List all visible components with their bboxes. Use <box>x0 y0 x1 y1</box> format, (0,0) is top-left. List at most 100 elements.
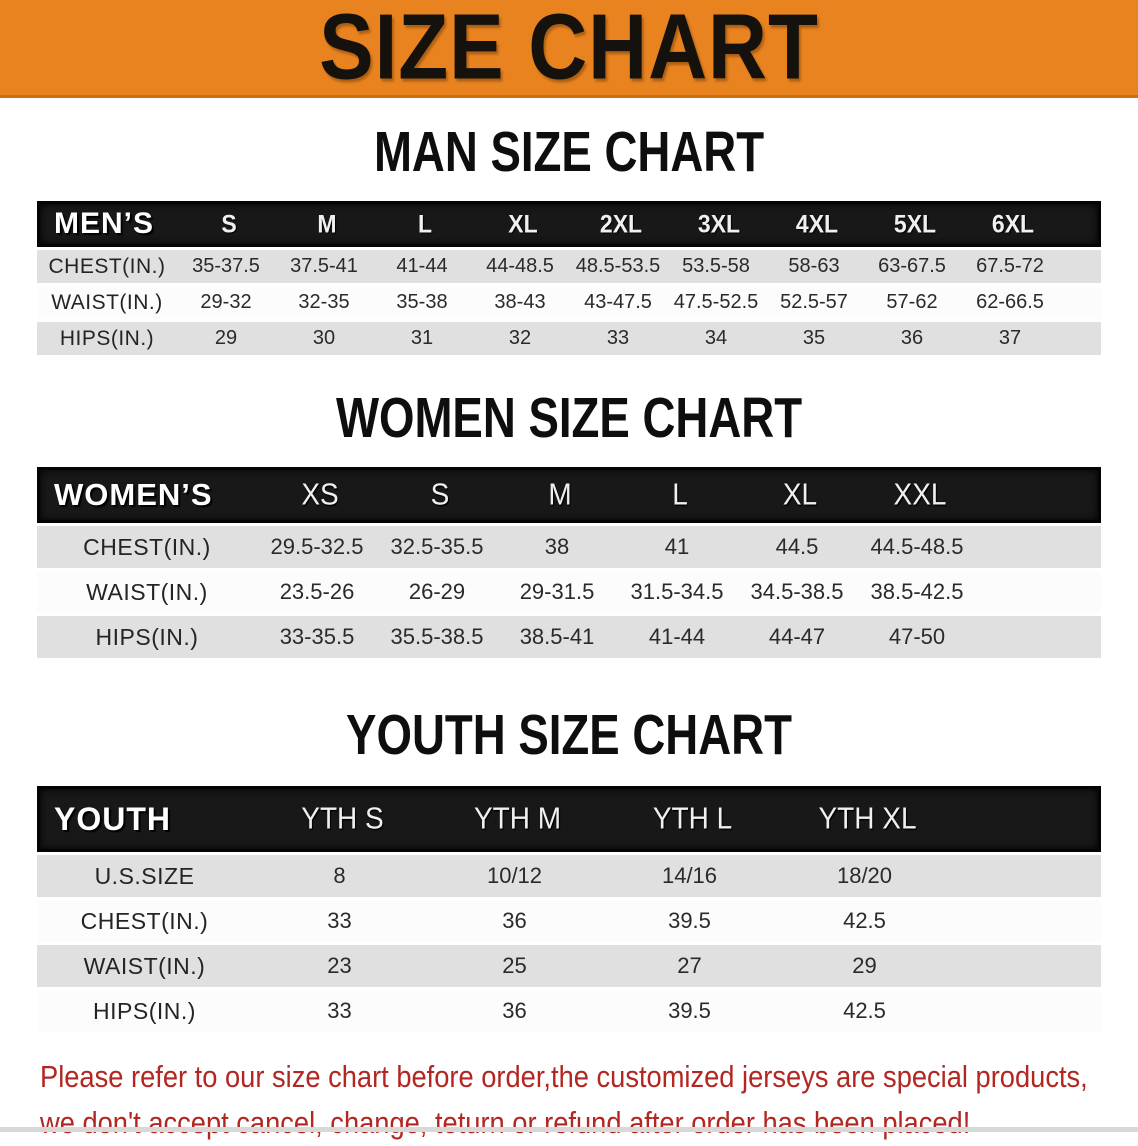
size-value-cell: 31 <box>410 327 434 349</box>
size-value-cell: 37 <box>998 327 1022 349</box>
size-value-cell: 47.5-52.5 <box>673 291 759 313</box>
size-value-cell: 35-38 <box>396 291 448 313</box>
size-column-header: YTH S <box>301 801 384 836</box>
table-row: CHEST(IN.) 35-37.5 37.5-41 41-44 44-48.5 48.5… <box>37 250 1101 283</box>
size-value-cell: 33 <box>327 998 352 1023</box>
table-row: HIPS(IN.) 33 36 39.5 42.5 <box>37 990 1101 1032</box>
size-column-header: YTH M <box>473 801 562 836</box>
size-value-cell: 63-67.5 <box>878 255 946 277</box>
size-value-cell: 41 <box>664 534 690 559</box>
size-value-cell: 53.5-58 <box>682 255 750 277</box>
table-row: CHEST(IN.) 29.5-32.5 32.5-35.5 38 41 44.5 44.5… <box>37 526 1101 568</box>
table-header-row: MEN’S S M L XL 2XL 3XL 4XL 5XL 6XL <box>37 201 1101 247</box>
row-label: CHEST(IN.) <box>48 254 166 278</box>
size-column-header: 5XL <box>893 209 937 238</box>
size-value-cell: 29 <box>852 953 877 978</box>
table-row: U.S.SIZE 8 10/12 14/16 18/20 <box>37 855 1101 897</box>
size-value-cell: 44-47 <box>768 624 826 649</box>
size-value-cell: 67.5-72 <box>976 255 1044 277</box>
row-label: HIPS(IN.) <box>59 326 155 350</box>
size-value-cell: 33-35.5 <box>279 624 355 649</box>
size-column-header: XL <box>782 477 818 512</box>
size-column-header: L <box>417 209 433 238</box>
row-label: CHEST(IN.) <box>83 533 211 560</box>
size-column-header: S <box>221 209 237 238</box>
table-row: HIPS(IN.) 33-35.5 35.5-38.5 38.5-41 41-44 44-… <box>37 616 1101 658</box>
size-value-cell: 47-50 <box>888 624 946 649</box>
size-value-cell: 35-37.5 <box>192 255 260 277</box>
table-row: HIPS(IN.) 29 30 31 32 33 34 35 36 37 <box>37 322 1101 355</box>
size-value-cell: 36 <box>900 327 924 349</box>
bottom-edge-strip <box>0 1127 1138 1132</box>
row-label: CHEST(IN.) <box>80 907 209 934</box>
size-column-header: M <box>548 477 572 512</box>
size-value-cell: 37.5-41 <box>290 255 358 277</box>
size-column-header: 4XL <box>795 209 839 238</box>
size-value-cell: 41-44 <box>396 255 448 277</box>
table-title-cell: MEN’S <box>54 207 155 240</box>
size-value-cell: 62-66.5 <box>976 291 1044 313</box>
size-column-header: XXL <box>893 477 947 512</box>
size-value-cell: 57-62 <box>886 291 938 313</box>
size-value-cell: 26-29 <box>408 579 466 604</box>
size-value-cell: 52.5-57 <box>780 291 848 313</box>
disclaimer-line-1: Please refer to our size chart before or… <box>40 1059 1088 1094</box>
table-row: WAIST(IN.) 29-32 32-35 35-38 38-43 43-47.5 47.… <box>37 286 1101 319</box>
size-value-cell: 29.5-32.5 <box>270 534 364 559</box>
disclaimer-line-2: we don't accept cancel, change, teturn o… <box>40 1105 971 1140</box>
size-value-cell: 44.5 <box>775 534 819 559</box>
size-value-cell: 31.5-34.5 <box>630 579 724 604</box>
size-value-cell: 41-44 <box>648 624 706 649</box>
table-header-row: YOUTH YTH S YTH M YTH L YTH XL <box>37 786 1101 852</box>
size-value-cell: 29 <box>214 327 238 349</box>
size-value-cell: 29-32 <box>200 291 252 313</box>
size-column-header: YTH L <box>652 801 733 836</box>
table-title-cell: WOMEN’S <box>54 477 213 512</box>
size-value-cell: 33 <box>606 327 630 349</box>
size-column-header: S <box>430 477 450 512</box>
size-value-cell: 38-43 <box>494 291 546 313</box>
size-value-cell: 38 <box>544 534 570 559</box>
size-value-cell: 25 <box>502 953 527 978</box>
size-column-header: L <box>672 477 688 512</box>
table-row: WAIST(IN.) 23 25 27 29 <box>37 945 1101 987</box>
size-value-cell: 10/12 <box>486 863 543 888</box>
banner: SIZE CHART <box>0 0 1138 99</box>
size-value-cell: 18/20 <box>836 863 893 888</box>
size-value-cell: 58-63 <box>788 255 840 277</box>
women-size-table: WOMEN’S XS S M L XL XXL CHEST(IN.) 29.5-32.5 32.5… <box>37 467 1101 658</box>
table-title-cell: YOUTH <box>54 800 171 837</box>
men-size-table: MEN’S S M L XL 2XL 3XL 4XL 5XL 6XL CHEST(IN.) 35-37… <box>37 201 1101 355</box>
size-value-cell: 35 <box>802 327 826 349</box>
size-value-cell: 23 <box>327 953 352 978</box>
size-value-cell: 42.5 <box>843 908 886 933</box>
men-section-heading: MAN SIZE CHART <box>373 121 765 184</box>
size-value-cell: 33 <box>327 908 352 933</box>
size-column-header: YTH XL <box>818 801 917 836</box>
size-value-cell: 38.5-41 <box>519 624 595 649</box>
size-column-header: 3XL <box>697 209 741 238</box>
size-value-cell: 30 <box>312 327 336 349</box>
size-column-header: XL <box>508 209 538 238</box>
table-header-row: WOMEN’S XS S M L XL XXL <box>37 467 1101 523</box>
size-value-cell: 14/16 <box>661 863 718 888</box>
row-label: WAIST(IN.) <box>51 290 163 314</box>
youth-size-table: YOUTH YTH S YTH M YTH L YTH XL U.S.SIZE 8 10/12… <box>37 786 1101 1032</box>
size-column-header: XS <box>301 477 339 512</box>
size-value-cell: 36 <box>502 908 527 933</box>
size-value-cell: 48.5-53.5 <box>575 255 661 277</box>
size-value-cell: 32-35 <box>298 291 350 313</box>
size-value-cell: 36 <box>502 998 527 1023</box>
row-label: WAIST(IN.) <box>86 578 208 605</box>
row-label: U.S.SIZE <box>94 862 195 889</box>
size-value-cell: 8 <box>333 863 346 888</box>
row-label: HIPS(IN.) <box>95 623 199 650</box>
size-value-cell: 34 <box>704 327 728 349</box>
size-column-header: M <box>317 209 337 238</box>
size-column-header: 2XL <box>599 209 643 238</box>
disclaimer-note: Please refer to our size chart before or… <box>0 1054 1138 1146</box>
size-value-cell: 32 <box>508 327 532 349</box>
size-value-cell: 43-47.5 <box>584 291 652 313</box>
size-value-cell: 27 <box>677 953 702 978</box>
